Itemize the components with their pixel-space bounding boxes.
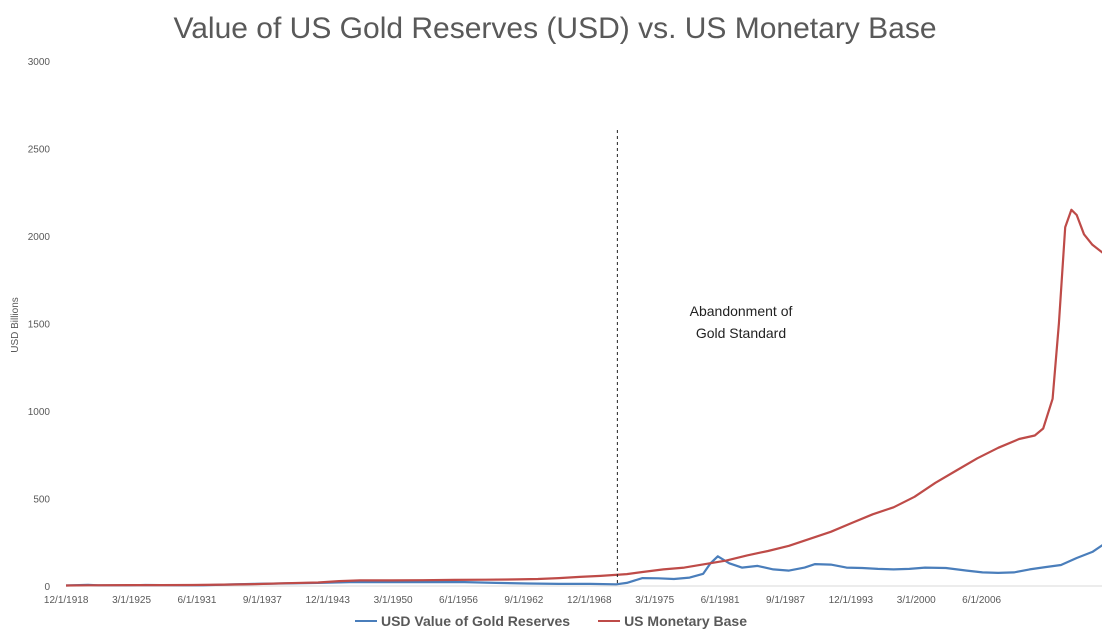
x-tick-label: 12/1/1968 xyxy=(567,595,612,606)
x-tick-label: 12/1/1943 xyxy=(305,595,350,606)
x-axis-ticks: 12/1/1918 3/1/1925 6/1/1931 9/1/1937 12/1/19… xyxy=(44,595,1002,606)
x-tick-label: 12/1/1918 xyxy=(44,595,89,606)
x-tick-label: 9/1/1987 xyxy=(766,595,805,606)
series-line-gold-reserves xyxy=(65,544,1102,587)
y-axis-label: USD Billions xyxy=(10,297,21,353)
legend-item: US Monetary Base xyxy=(598,613,747,629)
x-tick-label: 3/1/1925 xyxy=(112,595,151,606)
y-tick-label: 2500 xyxy=(28,145,51,156)
y-tick-label: 1500 xyxy=(28,320,51,331)
x-tick-label: 6/1/1981 xyxy=(701,595,740,606)
annotation-group: Abandonment of Gold Standard xyxy=(616,130,793,586)
legend-swatch xyxy=(598,620,621,622)
y-tick-label: 2000 xyxy=(28,232,51,243)
y-tick-label: 1000 xyxy=(28,407,51,418)
legend-label: US Monetary Base xyxy=(624,613,747,629)
x-tick-label: 6/1/2006 xyxy=(962,595,1001,606)
chart-title: Value of US Gold Reserves (USD) vs. US M… xyxy=(173,12,937,45)
annotation-text: Abandonment of xyxy=(690,303,793,319)
x-tick-label: 9/1/1962 xyxy=(504,595,543,606)
series-line-monetary-base xyxy=(65,208,1102,587)
y-axis-ticks: 0 500 1000 1500 2000 2500 3000 xyxy=(28,57,51,593)
x-tick-label: 9/1/1937 xyxy=(243,595,282,606)
legend: USD Value of Gold Reserves US Monetary Ba… xyxy=(0,613,1102,629)
x-tick-label: 6/1/1931 xyxy=(177,595,216,606)
x-tick-label: 12/1/1993 xyxy=(829,595,874,606)
legend-item: USD Value of Gold Reserves xyxy=(354,613,571,629)
x-tick-label: 3/1/2000 xyxy=(897,595,936,606)
annotation-text: Gold Standard xyxy=(696,325,786,341)
legend-swatch xyxy=(354,620,377,622)
legend-label: USD Value of Gold Reserves xyxy=(380,613,571,629)
x-tick-label: 3/1/1950 xyxy=(374,595,413,606)
y-tick-label: 3000 xyxy=(28,57,51,68)
y-tick-label: 0 xyxy=(44,582,50,593)
series-group xyxy=(65,208,1102,587)
y-tick-label: 500 xyxy=(33,495,50,506)
x-tick-label: 6/1/1956 xyxy=(439,595,478,606)
x-tick-label: 3/1/1975 xyxy=(635,595,674,606)
